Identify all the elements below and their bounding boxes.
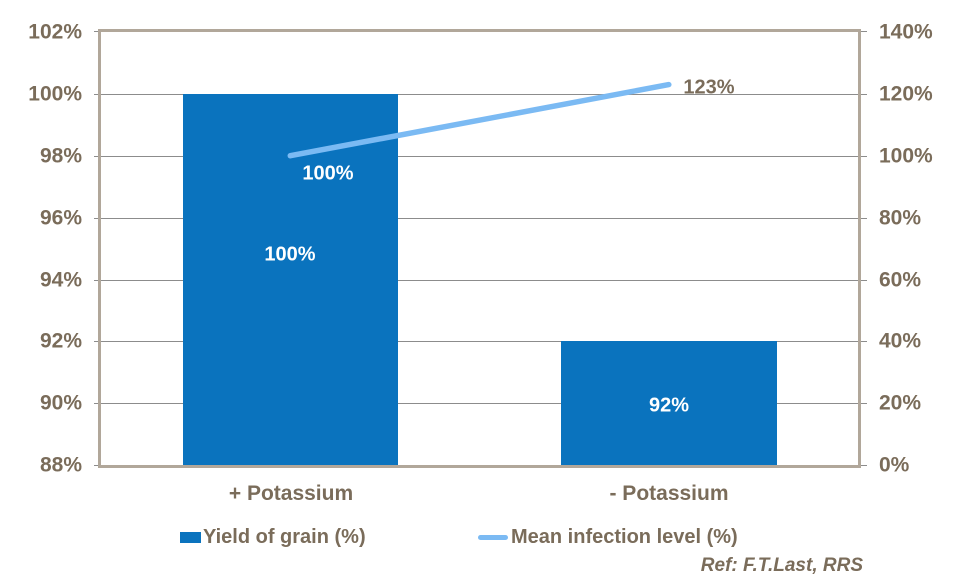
bar-value-label: 100% [264, 243, 316, 266]
legend-item-infection: Mean infection level (%) [478, 526, 738, 548]
line-value-label: 100% [302, 162, 354, 185]
bar-minus-potassium [561, 341, 777, 465]
right-axis-tick: 20% [879, 391, 922, 415]
gridline [94, 156, 867, 157]
line-series-swatch-icon [478, 534, 508, 540]
bar-series-swatch-icon [180, 531, 201, 543]
axis-tick [94, 31, 101, 32]
infection-line-series [287, 81, 672, 159]
reference-annotation: Ref: F.T.Last, RRS [700, 555, 863, 576]
legend-label-infection: Mean infection level (%) [511, 525, 738, 548]
right-axis-tick: 100% [879, 144, 933, 168]
right-axis-tick: 0% [879, 453, 910, 477]
gridline [94, 403, 867, 404]
left-axis-tick: 88% [39, 453, 82, 477]
right-axis-tick: 140% [879, 20, 933, 44]
left-axis-tick: 102% [28, 20, 82, 44]
left-axis-tick: 90% [39, 391, 82, 415]
left-axis-tick: 92% [39, 329, 82, 353]
legend-label-yield: Yield of grain (%) [203, 525, 366, 548]
right-axis-tick: 40% [879, 329, 922, 353]
left-axis-tick: 96% [39, 206, 82, 230]
left-axis-tick: 100% [28, 82, 82, 106]
gridline [94, 341, 867, 342]
category-label-plus-potassium: + Potassium [228, 482, 354, 505]
category-label-minus-potassium: - Potassium [609, 482, 729, 505]
line-value-label: 123% [683, 76, 735, 99]
bar-value-label: 92% [648, 394, 690, 417]
axis-tick [94, 465, 101, 466]
axis-tick [858, 31, 867, 32]
right-axis-tick: 60% [879, 268, 922, 292]
right-axis-tick: 80% [879, 206, 922, 230]
left-axis-tick: 98% [39, 144, 82, 168]
axis-tick [858, 465, 867, 466]
legend-item-yield: Yield of grain (%) [180, 526, 366, 548]
gridline [94, 94, 867, 95]
gridline [94, 218, 867, 219]
left-axis-tick: 94% [39, 268, 82, 292]
infection-line [287, 81, 672, 159]
right-axis-tick: 120% [879, 82, 933, 106]
gridline [94, 280, 867, 281]
